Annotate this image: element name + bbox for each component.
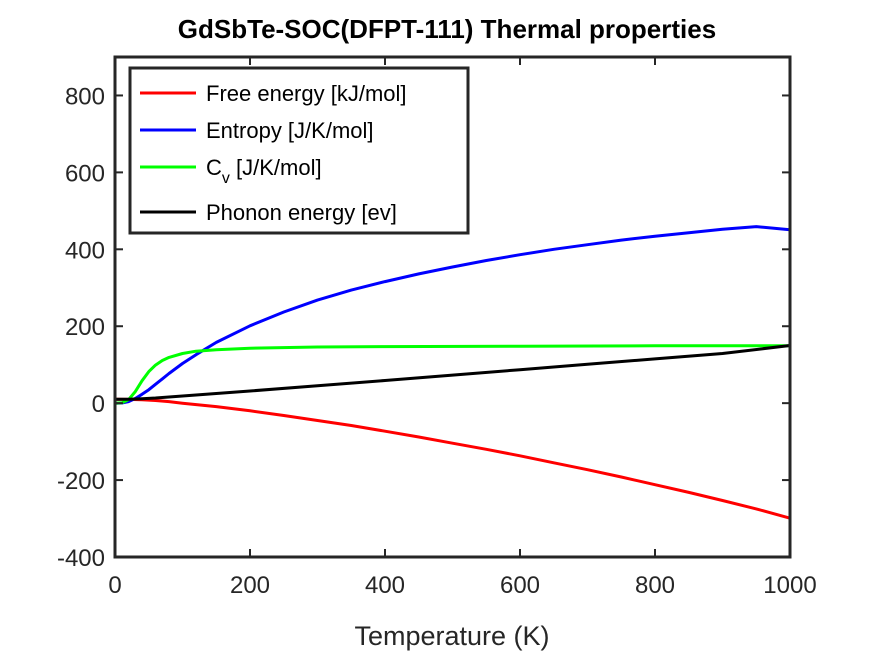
y-tick-label: 0 [92, 391, 105, 418]
series-line-2 [114, 344, 790, 405]
y-tick-label: 400 [65, 237, 105, 264]
legend-box [128, 66, 470, 235]
legend-label-3: Phonon energy [ev] [206, 200, 397, 225]
legend-label-0: Free energy [kJ/mol] [206, 81, 407, 106]
x-axis-label: Temperature (K) [354, 621, 549, 651]
x-tick-label: 400 [365, 572, 405, 599]
y-tick-label: 800 [65, 83, 105, 110]
legend: Free energy [kJ/mol]Entropy [J/K/mol]Cv … [128, 66, 470, 235]
axes: 0 200 400 600 800 1000 -400 -200 0 200 400 600 800 [57, 55, 817, 599]
series-line-1 [114, 225, 791, 405]
y-tick-label: 200 [65, 314, 105, 341]
x-tick-label: 1000 [763, 572, 816, 599]
y-tick-label: -200 [57, 468, 105, 495]
y-tick-label: -400 [57, 545, 105, 572]
x-tick-label: 800 [635, 572, 675, 599]
x-tick-label: 600 [500, 572, 540, 599]
chart-title: GdSbTe-SOC(DFPT-111) Thermal properties [178, 14, 716, 44]
axes-box [113, 55, 792, 559]
series-line-0 [114, 397, 791, 520]
legend-label-1: Entropy [J/K/mol] [206, 118, 374, 143]
x-tick-label: 200 [230, 572, 270, 599]
y-tick-label: 600 [65, 160, 105, 187]
x-tick-label: 0 [108, 572, 121, 599]
plot-area [114, 225, 791, 520]
series-line-3 [114, 344, 791, 401]
